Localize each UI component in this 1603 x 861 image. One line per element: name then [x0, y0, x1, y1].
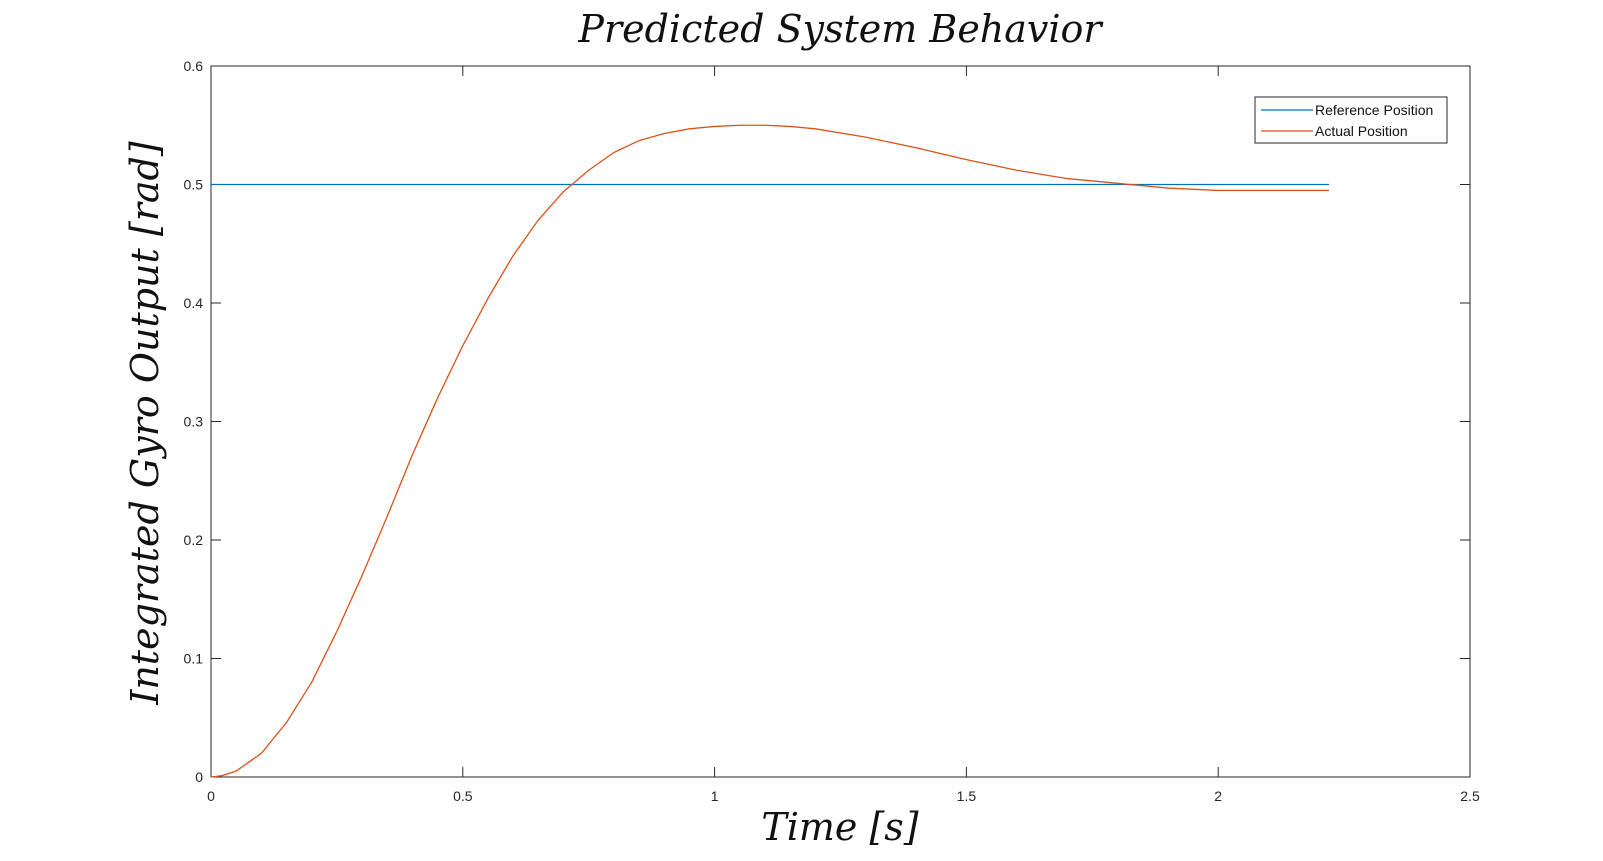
- chart-title: Predicted System Behavior: [577, 7, 1104, 51]
- x-tick-label: 0: [207, 788, 215, 804]
- x-axis-title: Time [s]: [761, 805, 918, 849]
- y-axis: 0 0.1 0.2 0.3 0.4 0.5 0.6: [184, 58, 1470, 785]
- series-group: [210, 124, 1329, 778]
- x-tick-label: 1.5: [957, 788, 977, 804]
- y-tick-label: 0.4: [184, 295, 204, 311]
- x-tick-label: 2: [1214, 788, 1222, 804]
- plot-area: [210, 65, 1471, 778]
- legend: Reference Position Actual Position: [1254, 96, 1448, 144]
- y-tick-label: 0.1: [184, 651, 204, 667]
- actual-position-line: [210, 124, 1329, 778]
- y-tick-label: 0.2: [184, 532, 204, 548]
- y-tick-label: 0.6: [184, 58, 204, 74]
- y-tick-label: 0.5: [184, 177, 204, 193]
- x-axis: 0 0.5 1 1.5 2 2.5: [207, 66, 1480, 804]
- y-axis-title: Integrated Gyro Output [rad]: [123, 141, 167, 706]
- y-tick-label: 0: [195, 769, 203, 785]
- plot-frame: [210, 65, 1471, 778]
- x-tick-label: 1: [711, 788, 719, 804]
- legend-box: [1254, 96, 1448, 144]
- legend-label: Reference Position: [1315, 102, 1433, 118]
- y-tick-label: 0.3: [184, 414, 204, 430]
- x-tick-label: 0.5: [453, 788, 473, 804]
- legend-label: Actual Position: [1315, 123, 1408, 139]
- x-tick-label: 2.5: [1460, 788, 1480, 804]
